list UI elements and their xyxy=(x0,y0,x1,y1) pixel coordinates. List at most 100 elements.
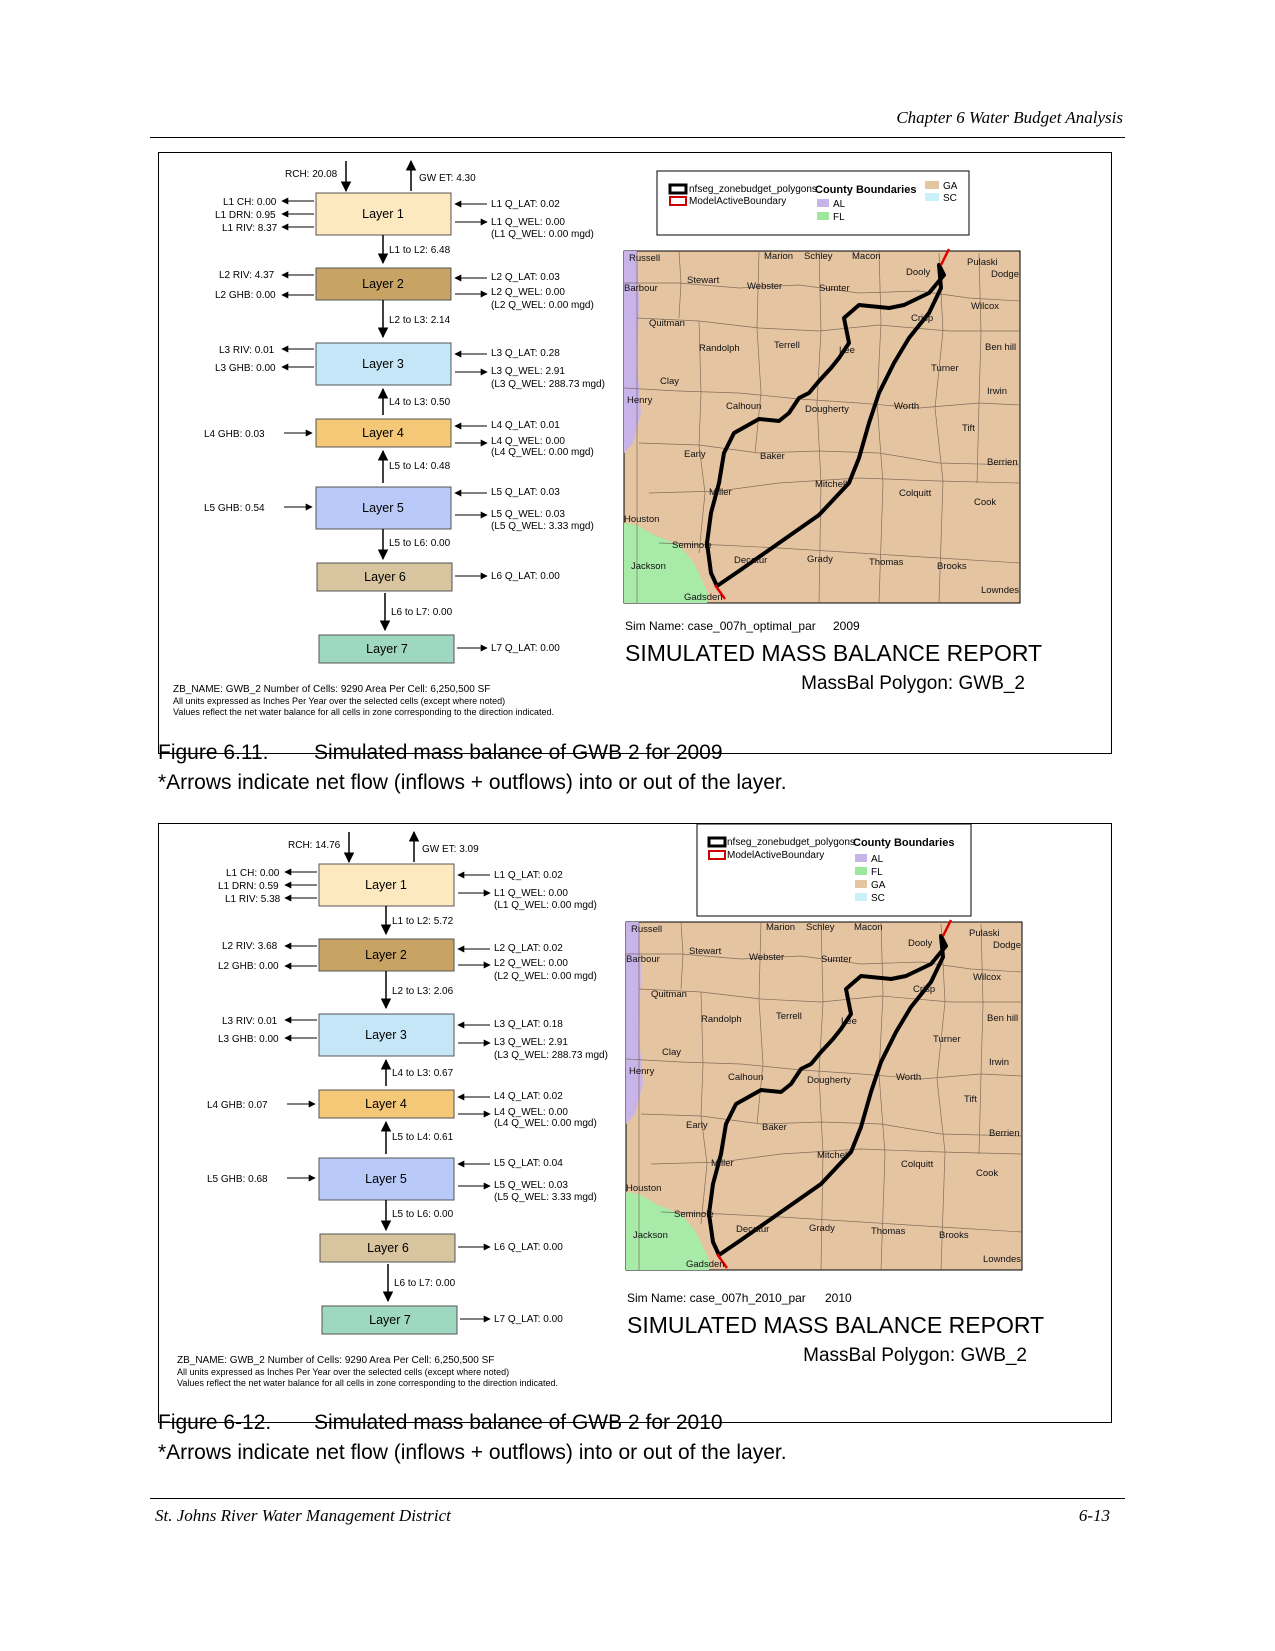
rch-label: RCH: 20.08 xyxy=(285,169,338,180)
county-colquitt: Colquitt xyxy=(899,488,932,499)
county-seminole: Seminole xyxy=(672,540,712,551)
l6-l7-label: L6 to L7: 0.00 xyxy=(391,607,453,618)
legend-ga: GA xyxy=(943,181,958,192)
l1-drn-label: L1 DRN: 0.59 xyxy=(218,881,279,892)
county-calhoun: Calhoun xyxy=(728,1072,763,1083)
l5-l4-label: L5 to L4: 0.48 xyxy=(389,461,451,472)
layer-5-box xyxy=(315,486,452,530)
units-note: All units expressed as Inches Per Year o… xyxy=(173,696,505,706)
county-macon: Macon xyxy=(852,251,881,262)
gwb2-polygon-outline xyxy=(707,934,948,1257)
l4-mgd-label: (L4 Q_WEL: 0.00 mgd) xyxy=(491,447,594,458)
l3-qlat-label: L3 Q_LAT: 0.28 xyxy=(491,348,560,359)
figure-1-title: Simulated mass balance of GWB 2 for 2009 xyxy=(314,741,723,764)
l2-qlat-label: L2 Q_LAT: 0.02 xyxy=(494,943,563,954)
legend-al: AL xyxy=(871,854,884,865)
legend-polygons: nfseg_zonebudget_polygons xyxy=(727,837,855,848)
l5-l6-label: L5 to L6: 0.00 xyxy=(389,538,451,549)
county-gadsden: Gadsden xyxy=(686,1259,725,1270)
l2-ghb-label: L2 GHB: 0.00 xyxy=(218,961,279,972)
legend-fl: FL xyxy=(833,212,845,223)
l4-mgd-label: (L4 Q_WEL: 0.00 mgd) xyxy=(494,1118,597,1129)
layer-3-label: Layer 3 xyxy=(362,357,404,371)
figure-1-number: Figure 6.11. xyxy=(158,741,269,764)
county-henry: Henry xyxy=(627,395,653,406)
l1-qlat-label: L1 Q_LAT: 0.02 xyxy=(494,870,563,881)
l1-riv-label: L1 RIV: 5.38 xyxy=(225,894,281,905)
l2-mgd-label: (L2 Q_WEL: 0.00 mgd) xyxy=(494,971,597,982)
chapter-header: Chapter 6 Water Budget Analysis xyxy=(896,108,1123,127)
county-lowndes: Lowndes xyxy=(981,585,1019,596)
l4-qwel-label: L4 Q_WEL: 0.00 xyxy=(491,436,565,447)
l1-ch-label: L1 CH: 0.00 xyxy=(223,197,277,208)
map-legend: nfseg_zonebudget_polygons ModelActiveBou… xyxy=(696,824,972,917)
layer-6-box xyxy=(319,1233,456,1263)
county-barbour: Barbour xyxy=(626,954,660,965)
county-ben-hill: Ben hill xyxy=(987,1013,1018,1024)
layer-4-label: Layer 4 xyxy=(365,1097,407,1111)
county-quitman: Quitman xyxy=(649,318,685,329)
l3-qwel-label: L3 Q_WEL: 2.91 xyxy=(494,1037,568,1048)
l5-l6-label: L5 to L6: 0.00 xyxy=(392,1209,454,1220)
rch-label: RCH: 14.76 xyxy=(288,840,341,851)
county-gadsden: Gadsden xyxy=(684,592,723,603)
county-stewart: Stewart xyxy=(687,275,720,286)
l5-ghb-label: L5 GHB: 0.68 xyxy=(207,1174,268,1185)
layer-7-box xyxy=(321,1305,458,1335)
legend-sc: SC xyxy=(871,893,885,904)
l5-qlat-label: L5 Q_LAT: 0.03 xyxy=(491,487,560,498)
legend-polygons: nfseg_zonebudget_polygons xyxy=(689,184,817,195)
county-turner: Turner xyxy=(933,1034,961,1045)
l1-l2-label: L1 to L2: 6.48 xyxy=(389,245,451,256)
legend-active-boundary: ModelActiveBoundary xyxy=(689,196,786,207)
legend-sc: SC xyxy=(943,193,957,204)
layer-5-label: Layer 5 xyxy=(365,1172,407,1186)
layer-2-box xyxy=(318,938,455,972)
l5-qwel-label: L5 Q_WEL: 0.03 xyxy=(494,1180,568,1191)
county-mitchell: Mitchell xyxy=(817,1150,849,1161)
county-wilcox: Wilcox xyxy=(973,972,1001,983)
figure-2-note: *Arrows indicate net flow (inflows + out… xyxy=(158,1441,787,1464)
legend-al: AL xyxy=(833,199,846,210)
county-crisp: Crisp xyxy=(913,984,935,995)
l1-riv-label: L1 RIV: 8.37 xyxy=(222,223,278,234)
layer-5-label: Layer 5 xyxy=(362,501,404,515)
county-barbour: Barbour xyxy=(624,283,658,294)
layer-7-box xyxy=(318,634,455,664)
l5-mgd-label: (L5 Q_WEL: 3.33 mgd) xyxy=(491,521,594,532)
county-map: Russell Marion Schley Macon Pulaski Dool… xyxy=(625,919,1023,1271)
layer-1-box xyxy=(315,192,452,236)
county-sumter: Sumter xyxy=(821,954,852,965)
massbal-polygon: MassBal Polygon: GWB_2 xyxy=(801,673,1025,694)
county-miller: Miller xyxy=(711,1158,734,1169)
l4-l3-label: L4 to L3: 0.50 xyxy=(389,397,451,408)
county-mitchell: Mitchell xyxy=(815,479,847,490)
layer-6-box xyxy=(316,562,453,592)
county-worth: Worth xyxy=(894,401,919,412)
l1-qwel-label: L1 Q_WEL: 0.00 xyxy=(491,217,565,228)
county-marion: Marion xyxy=(766,922,795,933)
sim-name: Sim Name: case_007h_optimal_par xyxy=(625,619,816,633)
l4-l3-label: L4 to L3: 0.67 xyxy=(392,1068,454,1079)
map-legend: nfseg_zonebudget_polygons ModelActiveBou… xyxy=(656,170,970,236)
county-early: Early xyxy=(686,1120,708,1131)
county-quitman: Quitman xyxy=(651,989,687,1000)
figure-panel-1: RCH: 20.08 GW ET: 4.30 Layer 1 L1 CH: 0.… xyxy=(158,152,1112,754)
l6-l7-label: L6 to L7: 0.00 xyxy=(394,1278,456,1289)
layer-3-label: Layer 3 xyxy=(365,1028,407,1042)
county-lowndes: Lowndes xyxy=(983,1254,1021,1265)
legend-fl: FL xyxy=(871,867,883,878)
county-marion: Marion xyxy=(764,251,793,262)
active-boundary-north xyxy=(939,248,951,266)
county-dodge: Dodge xyxy=(993,940,1021,951)
county-clay: Clay xyxy=(660,376,679,387)
county-henry: Henry xyxy=(629,1066,655,1077)
county-early: Early xyxy=(684,449,706,460)
figure-1-note: *Arrows indicate net flow (inflows + out… xyxy=(158,771,787,794)
l2-qlat-label: L2 Q_LAT: 0.03 xyxy=(491,272,560,283)
county-ben-hill: Ben hill xyxy=(985,342,1016,353)
l2-qwel-label: L2 Q_WEL: 0.00 xyxy=(494,958,568,969)
county-lee: Lee xyxy=(841,1016,857,1027)
legend-county-title: County Boundaries xyxy=(853,837,954,849)
layer-3-box xyxy=(315,342,452,386)
